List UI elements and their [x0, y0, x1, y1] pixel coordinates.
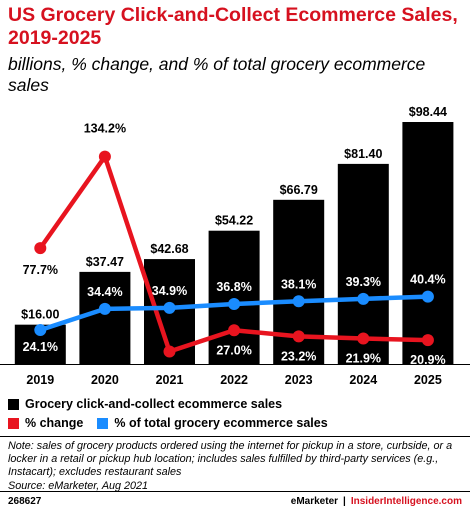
note-divider [0, 436, 470, 437]
bar-2025 [402, 122, 454, 364]
change-point-2025 [421, 334, 434, 347]
share-label-2019: 24.1% [23, 340, 58, 354]
chart-plot: $16.00 $37.47 $42.68 $54.22 $66.79 $81.40 $98.… [0, 105, 470, 387]
note-text: Note: sales of grocery products ordered … [8, 440, 453, 479]
bar-2022 [208, 230, 260, 364]
legend-swatch-share [97, 417, 109, 429]
chart-note: Note: sales of grocery products ordered … [8, 440, 464, 493]
legend-row-lines: % change % of total grocery ecommerce sa… [8, 416, 328, 430]
x-tick-2021: 2021 [156, 373, 184, 387]
change-label-2020: 134.2% [84, 122, 126, 136]
legend-label-sales: Grocery click-and-collect ecommerce sale… [25, 397, 283, 411]
share-point-2023 [292, 295, 305, 308]
change-point-2020 [98, 150, 111, 163]
brand-name: eMarketer [290, 496, 339, 507]
bar-2020 [79, 271, 131, 364]
chart-title: US Grocery Click-and-Collect Ecommerce S… [8, 4, 458, 49]
legend-label-share: % of total grocery ecommerce sales [114, 416, 328, 430]
bar-2024 [337, 163, 389, 364]
bar-label-2021: $42.68 [150, 242, 188, 256]
share-point-2025 [421, 290, 434, 303]
share-point-2019 [34, 324, 47, 336]
x-tick-2020: 2020 [91, 373, 119, 387]
x-tick-2023: 2023 [285, 373, 313, 387]
share-point-2021 [163, 301, 176, 314]
x-tick-2019: 2019 [26, 373, 54, 387]
share-label-2021: 34.9% [152, 284, 187, 298]
share-label-2025: 40.4% [410, 273, 445, 287]
bar-label-2020: $37.47 [86, 255, 124, 269]
bar-label-2019: $16.00 [21, 308, 59, 322]
footer-divider [0, 491, 470, 492]
legend-swatch-change [8, 417, 19, 429]
x-tick-2022: 2022 [220, 373, 248, 387]
change-point-2023 [292, 330, 305, 343]
legend-swatch-sales [8, 398, 19, 410]
brand-separator: | [343, 496, 346, 507]
chart-id: 268627 [8, 496, 42, 507]
share-label-2020: 34.4% [87, 285, 122, 299]
share-label-2024: 39.3% [346, 275, 381, 289]
share-point-2020 [98, 302, 111, 315]
share-label-2023: 38.1% [281, 277, 316, 291]
change-point-2022 [228, 324, 241, 337]
footer-brand: eMarketer | InsiderIntelligence.com [291, 496, 462, 507]
share-point-2022 [228, 297, 241, 310]
change-point-2021 [163, 345, 176, 358]
bar-label-2024: $81.40 [344, 147, 382, 161]
bar-label-2025: $98.44 [409, 105, 447, 119]
change-label-2023: 23.2% [281, 349, 316, 363]
change-label-2019: 77.7% [23, 263, 58, 277]
legend-item-sales: Grocery click-and-collect ecommerce sale… [8, 397, 282, 411]
share-label-2022: 36.8% [216, 280, 251, 294]
share-point-2024 [357, 292, 370, 305]
brand-site[interactable]: InsiderIntelligence.com [350, 496, 462, 507]
bar-label-2023: $66.79 [280, 183, 318, 197]
change-label-2025: 20.9% [410, 353, 445, 367]
x-tick-2025: 2025 [414, 373, 442, 387]
change-point-2019 [34, 242, 47, 255]
chart-subtitle: billions, % change, and % of total groce… [8, 54, 426, 95]
change-label-2021: 13.9% [152, 364, 187, 378]
legend-label-change: % change [25, 416, 84, 430]
change-point-2024 [357, 332, 370, 345]
source-text: Source: eMarketer, Aug 2021 [8, 479, 149, 492]
change-label-2022: 27.0% [216, 343, 251, 357]
change-label-2024: 21.9% [346, 352, 381, 366]
bar-label-2022: $54.22 [215, 214, 253, 228]
x-tick-2024: 2024 [349, 373, 377, 387]
